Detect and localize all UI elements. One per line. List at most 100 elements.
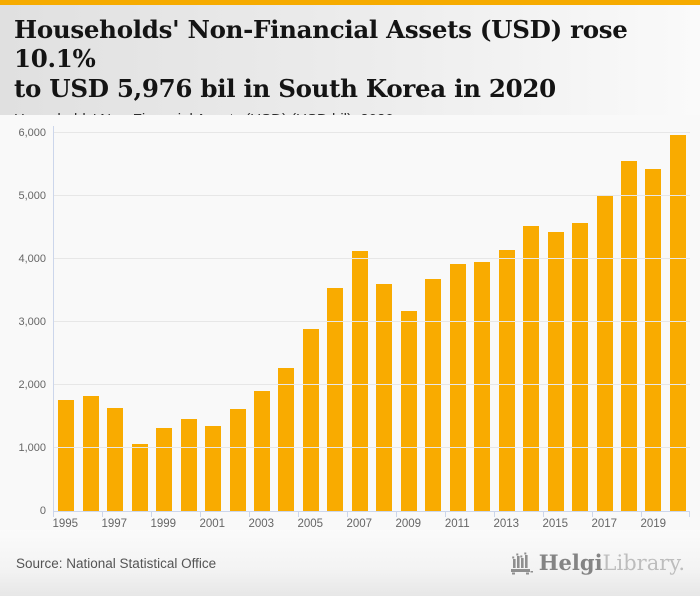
gridline-6000	[54, 132, 690, 133]
x-axis-label-2001: 2001	[199, 518, 226, 530]
x-axis-tick	[298, 512, 299, 517]
bar-2019[interactable]	[645, 169, 662, 511]
bar-slot-2013	[494, 126, 518, 511]
x-axis-tick	[592, 512, 593, 517]
bar-2004[interactable]	[278, 367, 295, 511]
x-axis-tick	[689, 512, 690, 517]
bar-slot-1998	[127, 126, 151, 511]
bar-slot-2009	[397, 126, 421, 511]
bar-1996[interactable]	[82, 396, 99, 511]
chart-footer: Source: National Statistical Office Helg…	[0, 530, 700, 596]
x-axis-label-2017: 2017	[591, 518, 618, 530]
accent-strip	[0, 0, 700, 5]
source-note: Source: National Statistical Office	[16, 555, 217, 571]
bar-2020[interactable]	[669, 134, 686, 511]
logo-helgi-text: Helgi	[538, 550, 603, 575]
gridline-2000	[54, 384, 690, 385]
x-axis: 1995 1997 1999 2001 2003 2005 2007 2009 2011 2013…	[52, 512, 690, 534]
x-axis-tick	[347, 512, 348, 517]
bar-2007[interactable]	[351, 251, 368, 511]
bar-2010[interactable]	[425, 279, 442, 511]
helgi-library-logo: HelgiLibrary.	[509, 552, 685, 575]
x-axis-label-2011: 2011	[444, 518, 470, 530]
x-axis-tick	[53, 512, 54, 517]
bar-2000[interactable]	[180, 418, 197, 511]
bar-2006[interactable]	[327, 288, 344, 511]
x-axis-label-2019: 2019	[640, 518, 667, 530]
bar-slot-2017	[592, 126, 616, 511]
bar-slot-2019	[641, 126, 665, 511]
x-axis-tick	[444, 512, 446, 517]
gridline-1000	[54, 447, 690, 448]
bar-2013[interactable]	[498, 249, 515, 511]
bar-1998[interactable]	[131, 444, 148, 511]
bar-slot-2016	[568, 126, 592, 511]
bar-slot-2005	[299, 126, 323, 511]
bar-1997[interactable]	[107, 408, 124, 511]
x-axis-tick	[200, 512, 201, 517]
bar-slot-1999	[152, 126, 176, 511]
bar-2008[interactable]	[376, 283, 393, 511]
bar-2003[interactable]	[253, 390, 270, 511]
gridline-5000	[54, 195, 690, 196]
bar-slot-2004	[274, 126, 298, 511]
logo-wordmark: HelgiLibrary.	[539, 552, 685, 574]
bar-slot-2008	[372, 126, 396, 511]
bar-2011[interactable]	[449, 264, 466, 511]
bar-slot-2002	[225, 126, 249, 511]
bar-1999[interactable]	[156, 427, 173, 511]
x-axis-tick	[248, 512, 250, 517]
bar-slot-2018	[617, 126, 641, 511]
x-axis-label-2009: 2009	[395, 518, 422, 530]
bar-2014[interactable]	[523, 225, 540, 511]
bar-2005[interactable]	[302, 328, 319, 511]
helgi-bars-icon	[510, 552, 533, 574]
x-axis-tick	[543, 512, 544, 517]
bar-slot-2020	[666, 126, 690, 511]
x-axis-tick	[150, 512, 152, 517]
bar-2016[interactable]	[572, 222, 589, 511]
bar-series	[54, 126, 690, 511]
bar-slot-2007	[348, 126, 372, 511]
x-axis-tick	[641, 512, 642, 517]
x-axis-label-2005: 2005	[297, 518, 324, 530]
chart-title-line1: Households' Non-Financial Assets (USD) r…	[14, 15, 628, 74]
bar-2017[interactable]	[596, 196, 613, 511]
bar-2002[interactable]	[229, 408, 246, 511]
bar-2012[interactable]	[474, 261, 491, 511]
bar-slot-2015	[543, 126, 567, 511]
bar-slot-2014	[519, 126, 543, 511]
x-axis-label-1997: 1997	[101, 518, 128, 530]
bar-2015[interactable]	[547, 232, 564, 511]
bar-slot-2001	[201, 126, 225, 511]
gridline-3000	[54, 321, 690, 322]
bar-2018[interactable]	[621, 161, 638, 511]
y-axis-label-2000: 2,000	[18, 379, 46, 391]
y-axis-label-4000: 4,000	[18, 253, 46, 265]
y-axis-label-3000: 3,000	[18, 316, 46, 328]
bar-1995[interactable]	[58, 399, 75, 511]
x-axis-label-2007: 2007	[346, 518, 373, 530]
gridline-4000	[54, 258, 690, 259]
bar-slot-2011	[446, 126, 470, 511]
x-axis-tick	[493, 512, 495, 517]
y-axis-label-5000: 5,000	[18, 190, 46, 202]
bar-slot-2003	[250, 126, 274, 511]
bar-slot-1995	[54, 126, 78, 511]
x-axis-tick	[101, 512, 103, 517]
bar-2009[interactable]	[400, 311, 417, 511]
x-axis-label-2003: 2003	[248, 518, 275, 530]
bar-slot-1997	[103, 126, 127, 511]
chart-header: Households' Non-Financial Assets (USD) r…	[0, 5, 700, 128]
bar-slot-1996	[78, 126, 102, 511]
bar-slot-2000	[176, 126, 200, 511]
x-axis-label-2013: 2013	[493, 518, 520, 530]
y-axis-label-0: 0	[39, 505, 46, 517]
bar-2001[interactable]	[205, 425, 222, 511]
bar-slot-2012	[470, 126, 494, 511]
plot-area	[53, 126, 690, 512]
chart-title: Households' Non-Financial Assets (USD) r…	[14, 15, 684, 103]
chart-plot-region: 1995 1997 1999 2001 2003 2005 2007 2009 2011 2013…	[0, 115, 700, 530]
bar-slot-2010	[421, 126, 445, 511]
